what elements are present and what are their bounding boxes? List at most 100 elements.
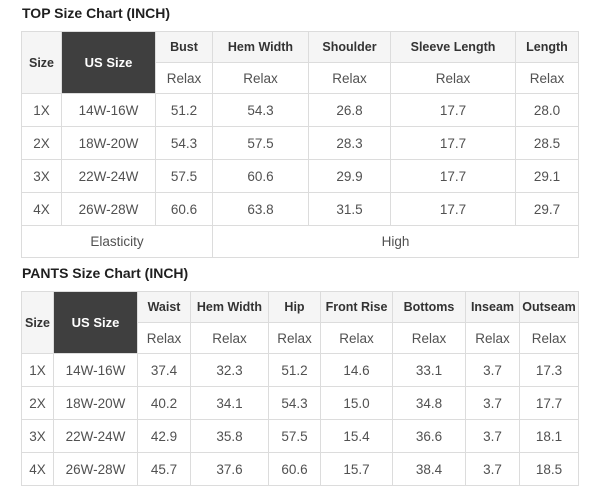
measurement-cell: 34.1	[190, 386, 269, 420]
measurement-cell: 37.6	[190, 452, 269, 486]
elasticity-row: Elasticity High	[21, 225, 579, 258]
top-chart-title: TOP Size Chart (INCH)	[22, 5, 171, 21]
measure-column-header: Waist	[137, 291, 191, 323]
fit-type-cell: Relax	[308, 62, 391, 94]
fit-type-cell: Relax	[320, 322, 393, 354]
measurement-cell: 29.7	[515, 192, 579, 226]
pants-chart-title: PANTS Size Chart (INCH)	[22, 265, 189, 281]
measurement-cell: 3.7	[465, 452, 520, 486]
measurement-cell: 28.5	[515, 126, 579, 160]
measurement-cell: 54.3	[212, 93, 309, 127]
top-size-chart-table: Size US Size Bust Hem Width Shoulder Sleeve L…	[21, 31, 579, 258]
fit-type-cell: Relax	[465, 322, 520, 354]
measure-column-header: Hem Width	[212, 31, 309, 63]
us-size-cell: 22W-24W	[61, 159, 156, 193]
measurement-cell: 18.1	[519, 419, 579, 453]
measure-column-header: Bottoms	[392, 291, 466, 323]
measurement-cell: 57.5	[268, 419, 321, 453]
measurement-cell: 40.2	[137, 386, 191, 420]
measure-column-header: Length	[515, 31, 579, 63]
us-size-cell: 26W-28W	[61, 192, 156, 226]
measurement-cell: 57.5	[212, 126, 309, 160]
measurement-cell: 17.7	[390, 93, 516, 127]
measurement-cell: 54.3	[268, 386, 321, 420]
fit-type-row: Relax Relax Relax Relax Relax Relax Relax	[22, 322, 579, 354]
size-row: 3X 22W-24W 42.9 35.8 57.5 15.4 36.6 3.7 18.1	[21, 419, 579, 453]
size-cell: 1X	[21, 353, 54, 387]
measurement-cell: 3.7	[465, 419, 520, 453]
measure-column-header: Sleeve Length	[390, 31, 516, 63]
size-row: 3X 22W-24W 57.5 60.6 29.9 17.7 29.1	[21, 159, 579, 193]
size-column-header: Size	[21, 31, 62, 94]
measure-column-header: Hip	[268, 291, 321, 323]
measurement-cell: 57.5	[155, 159, 213, 193]
pants-size-chart-section: PANTS Size Chart (INCH) Size US Size Waist…	[21, 265, 600, 486]
measurement-cell: 3.7	[465, 353, 520, 387]
elasticity-value: High	[212, 225, 579, 258]
measurement-cell: 33.1	[392, 353, 466, 387]
fit-type-cell: Relax	[137, 322, 191, 354]
measure-column-header: Outseam	[519, 291, 579, 323]
measurement-cell: 17.7	[390, 126, 516, 160]
measure-column-header: Front Rise	[320, 291, 393, 323]
us-size-cell: 18W-20W	[53, 386, 138, 420]
measurement-cell: 36.6	[392, 419, 466, 453]
measurement-cell: 15.7	[320, 452, 393, 486]
measurement-cell: 18.5	[519, 452, 579, 486]
measure-column-header: Hem Width	[190, 291, 269, 323]
measurement-cell: 3.7	[465, 386, 520, 420]
measurement-cell: 35.8	[190, 419, 269, 453]
measurement-cell: 63.8	[212, 192, 309, 226]
measurement-cell: 45.7	[137, 452, 191, 486]
us-size-cell: 22W-24W	[53, 419, 138, 453]
fit-type-cell: Relax	[190, 322, 269, 354]
us-size-cell: 14W-16W	[53, 353, 138, 387]
measurement-cell: 60.6	[212, 159, 309, 193]
header-row: Size US Size Waist Hem Width Hip Front Rise Bo…	[21, 291, 579, 354]
size-row: 1X 14W-16W 37.4 32.3 51.2 14.6 33.1 3.7 17.3	[21, 353, 579, 387]
measure-column-header: Shoulder	[308, 31, 391, 63]
measurement-cell: 37.4	[137, 353, 191, 387]
measurement-cell: 28.3	[308, 126, 391, 160]
measurement-cell: 38.4	[392, 452, 466, 486]
measure-column-header: Bust	[155, 31, 213, 63]
measurement-cell: 34.8	[392, 386, 466, 420]
size-cell: 2X	[21, 386, 54, 420]
size-row: 4X 26W-28W 45.7 37.6 60.6 15.7 38.4 3.7 18.5	[21, 452, 579, 486]
size-column-header: Size	[21, 291, 54, 354]
size-row: 2X 18W-20W 40.2 34.1 54.3 15.0 34.8 3.7 17.7	[21, 386, 579, 420]
measurement-cell: 17.7	[390, 192, 516, 226]
measurement-cell: 29.1	[515, 159, 579, 193]
measurement-cell: 17.7	[519, 386, 579, 420]
measurement-cell: 51.2	[268, 353, 321, 387]
measurement-cell: 54.3	[155, 126, 213, 160]
top-size-chart-section: TOP Size Chart (INCH) Size US Size Bust Hem…	[21, 5, 600, 258]
measurement-cell: 28.0	[515, 93, 579, 127]
header-row: Size US Size Bust Hem Width Shoulder Sleeve L…	[21, 31, 579, 94]
pants-size-chart-table: Size US Size Waist Hem Width Hip Front Rise Bo…	[21, 291, 579, 486]
measurement-cell: 60.6	[155, 192, 213, 226]
size-cell: 3X	[21, 159, 62, 193]
measurement-cell: 29.9	[308, 159, 391, 193]
measurement-cell: 15.0	[320, 386, 393, 420]
measurement-cell: 31.5	[308, 192, 391, 226]
measurement-cell: 14.6	[320, 353, 393, 387]
size-row: 1X 14W-16W 51.2 54.3 26.8 17.7 28.0	[21, 93, 579, 127]
measurement-cell: 17.3	[519, 353, 579, 387]
fit-type-cell: Relax	[515, 62, 579, 94]
size-cell: 3X	[21, 419, 54, 453]
size-cell: 1X	[21, 93, 62, 127]
measurement-cell: 26.8	[308, 93, 391, 127]
size-row: 4X 26W-28W 60.6 63.8 31.5 17.7 29.7	[21, 192, 579, 226]
size-row: 2X 18W-20W 54.3 57.5 28.3 17.7 28.5	[21, 126, 579, 160]
measurement-cell: 51.2	[155, 93, 213, 127]
us-size-cell: 14W-16W	[61, 93, 156, 127]
measurement-cell: 42.9	[137, 419, 191, 453]
us-size-cell: 26W-28W	[53, 452, 138, 486]
elasticity-label: Elasticity	[21, 225, 213, 258]
measurement-cell: 17.7	[390, 159, 516, 193]
fit-type-cell: Relax	[212, 62, 309, 94]
us-size-cell: 18W-20W	[61, 126, 156, 160]
fit-type-cell: Relax	[268, 322, 321, 354]
